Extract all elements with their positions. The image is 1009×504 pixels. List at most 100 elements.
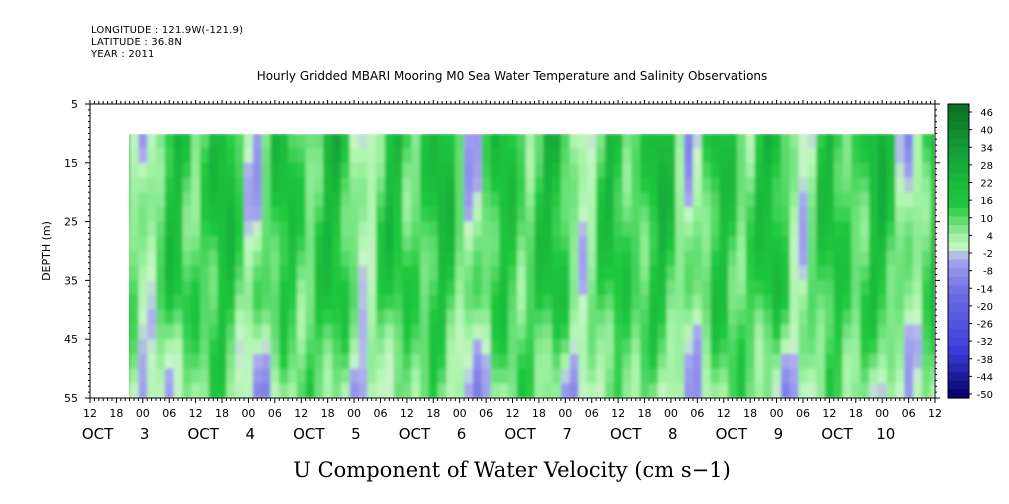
- heatmap-cell: [868, 295, 879, 311]
- heatmap-cell: [191, 148, 201, 164]
- heatmap-cell: [420, 280, 430, 296]
- heatmap-cell: [912, 265, 923, 281]
- heatmap-cell: [402, 177, 412, 193]
- heatmap-cell: [824, 295, 835, 311]
- heatmap-cell: [332, 339, 342, 355]
- heatmap-cell: [851, 383, 861, 398]
- heatmap-cell: [604, 251, 615, 267]
- heatmap-cell: [930, 177, 934, 193]
- heatmap-cell: [754, 162, 764, 179]
- heatmap-cell: [895, 309, 905, 326]
- heatmap-cell: [200, 265, 210, 281]
- heatmap-cell: [323, 177, 333, 193]
- heatmap-cell: [129, 206, 140, 223]
- heatmap-cell: [666, 295, 676, 311]
- heatmap-cell: [657, 251, 668, 267]
- heatmap-cell: [930, 368, 934, 384]
- heatmap-cell: [587, 236, 597, 252]
- heatmap-cell: [622, 192, 632, 208]
- heatmap-cell: [772, 353, 782, 370]
- heatmap-cell: [428, 177, 439, 193]
- heatmap-cell: [446, 177, 456, 193]
- heatmap-cell: [244, 221, 254, 237]
- heatmap-cell: [420, 265, 430, 281]
- heatmap-cell: [780, 383, 791, 398]
- heatmap-cell: [402, 148, 412, 164]
- heatmap-cell: [912, 236, 923, 252]
- heatmap-cell: [393, 177, 404, 193]
- heatmap-cell: [772, 324, 782, 340]
- heatmap-cell: [745, 134, 756, 149]
- heatmap-cell: [701, 368, 712, 384]
- x-hour-tick-label: 18: [321, 407, 335, 420]
- heatmap-cell: [191, 353, 201, 370]
- heatmap-cell: [657, 206, 668, 223]
- heatmap-cell: [552, 162, 562, 179]
- heatmap-cell: [208, 148, 219, 164]
- heatmap-cell: [208, 368, 219, 384]
- heatmap-cell: [754, 383, 764, 398]
- heatmap-cell: [789, 383, 800, 398]
- heatmap-cell: [772, 192, 782, 208]
- heatmap-cell: [516, 134, 527, 149]
- heatmap-cell: [877, 221, 888, 237]
- heatmap-cell: [719, 383, 729, 398]
- heatmap-cell: [525, 339, 536, 355]
- heatmap-cell: [648, 353, 659, 370]
- heatmap-cell: [279, 192, 289, 208]
- heatmap-cell: [455, 265, 465, 281]
- heatmap-cell: [736, 280, 747, 296]
- heatmap-cell: [868, 148, 879, 164]
- heatmap-cell: [754, 353, 764, 370]
- heatmap-cell: [543, 251, 553, 267]
- heatmap-cell: [323, 368, 333, 384]
- heatmap-cell: [833, 353, 844, 370]
- heatmap-cell: [349, 383, 360, 398]
- heatmap-cell: [147, 339, 157, 355]
- heatmap-cell: [261, 324, 272, 340]
- x-hour-tick-label: 12: [506, 407, 520, 420]
- colorbar-label: 22: [980, 179, 993, 190]
- heatmap-cell: [332, 162, 342, 179]
- heatmap-cell: [288, 236, 298, 252]
- heatmap-cell: [868, 383, 879, 398]
- heatmap-cell: [816, 251, 826, 267]
- heatmap-cell: [173, 162, 184, 179]
- heatmap-cell: [516, 192, 527, 208]
- heatmap-cell: [930, 339, 934, 355]
- heatmap-cell: [578, 134, 588, 149]
- heatmap-cell: [367, 353, 377, 370]
- heatmap-cell: [446, 383, 456, 398]
- heatmap-cell: [200, 206, 210, 223]
- colorbar-swatch: [948, 121, 969, 131]
- heatmap-cell: [745, 353, 756, 370]
- heatmap-cell: [129, 251, 140, 267]
- heatmap-cell: [164, 162, 175, 179]
- x-hour-tick-label: 12: [83, 407, 97, 420]
- heatmap-cell: [182, 368, 192, 384]
- heatmap-cell: [543, 339, 553, 355]
- heatmap-cell: [200, 148, 210, 164]
- heatmap-cell: [578, 295, 588, 311]
- heatmap-cell: [147, 324, 157, 340]
- heatmap-cell: [481, 148, 492, 164]
- heatmap-cell: [129, 368, 131, 384]
- heatmap-cell: [446, 353, 456, 370]
- heatmap-cell: [129, 265, 140, 281]
- heatmap-cell: [138, 192, 148, 208]
- heatmap-cell: [226, 177, 236, 193]
- heatmap-cell: [842, 206, 852, 223]
- x-hour-tick-label: 12: [928, 407, 942, 420]
- heatmap-cell: [842, 383, 852, 398]
- heatmap-cell: [332, 368, 342, 384]
- heatmap-cell: [226, 309, 236, 326]
- heatmap-cell: [719, 324, 729, 340]
- colorbar-swatch: [948, 181, 969, 192]
- heatmap-cell: [138, 221, 148, 237]
- heatmap-cell: [508, 221, 518, 237]
- heatmap-cell: [420, 148, 430, 164]
- heatmap-cell: [904, 339, 914, 355]
- heatmap-cell: [226, 368, 236, 384]
- heatmap-cell: [182, 177, 192, 193]
- heatmap-cell: [578, 339, 588, 355]
